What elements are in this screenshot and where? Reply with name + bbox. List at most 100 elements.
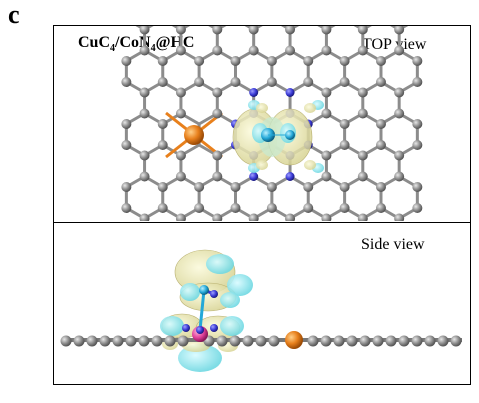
- carbon-atom: [139, 213, 150, 221]
- carbon-atom: [121, 14, 131, 24]
- carbon-atom: [121, 203, 132, 213]
- carbon-atom: [266, 56, 277, 66]
- adsorbate-atom: [199, 285, 209, 295]
- carbon-atom: [139, 45, 150, 56]
- carbon-atom: [242, 335, 254, 347]
- carbon-atom: [139, 108, 150, 119]
- carbon-atom: [194, 182, 205, 192]
- carbon-atom: [303, 203, 314, 213]
- carbon-atom: [175, 171, 186, 182]
- carbon-atom: [121, 77, 132, 87]
- carbon-atom: [375, 140, 386, 150]
- carbon-atom: [394, 213, 405, 221]
- carbon-atom: [158, 245, 168, 255]
- carbon-atom: [121, 140, 132, 150]
- carbon-atom: [412, 245, 422, 255]
- copper-atom: [184, 125, 204, 145]
- carbon-atom: [412, 77, 423, 87]
- carbon-atom: [158, 0, 168, 3]
- carbon-atom: [212, 235, 222, 245]
- carbon-atom: [194, 0, 204, 3]
- carbon-atom: [121, 56, 132, 66]
- carbon-atom: [321, 277, 331, 287]
- carbon-atom: [357, 45, 368, 56]
- carbon-atom: [375, 56, 386, 66]
- top-view-lattice: [121, 0, 423, 287]
- carbon-atom: [139, 150, 150, 161]
- carbon-atom: [357, 26, 368, 35]
- carbon-atom: [376, 266, 386, 276]
- carbon-atom: [121, 266, 131, 276]
- carbon-atom: [412, 182, 423, 192]
- carbon-atom: [230, 182, 241, 192]
- carbon-atom: [339, 140, 350, 150]
- carbon-atom: [285, 235, 295, 245]
- carbon-atom: [375, 182, 386, 192]
- carbon-atom: [376, 0, 386, 3]
- carbon-atom: [267, 14, 277, 24]
- carbon-atom: [303, 77, 314, 87]
- carbon-atom: [267, 266, 277, 276]
- carbon-atom: [194, 77, 205, 87]
- carbon-atom: [158, 266, 168, 276]
- carbon-atom: [340, 0, 350, 3]
- carbon-atom: [357, 213, 368, 221]
- carbon-atom: [411, 335, 423, 347]
- carbon-atom: [394, 235, 404, 245]
- carbon-atom: [194, 203, 205, 213]
- carbon-atom: [412, 56, 423, 66]
- carbon-atom: [230, 77, 241, 87]
- carbon-atom: [358, 235, 368, 245]
- carbon-atom: [375, 119, 386, 129]
- carbon-atom: [437, 335, 449, 347]
- carbon-atom: [375, 203, 386, 213]
- carbon-atom: [320, 335, 332, 347]
- carbon-atom: [230, 203, 241, 213]
- carbon-atom: [394, 26, 405, 35]
- carbon-atom: [248, 213, 259, 221]
- carbon-atom: [164, 335, 176, 347]
- carbon-atom: [121, 0, 131, 3]
- carbon-atom: [125, 335, 137, 347]
- carbon-atom: [357, 108, 368, 119]
- carbon-atom: [339, 182, 350, 192]
- nitrogen-atom: [196, 326, 204, 334]
- carbon-atom: [424, 335, 436, 347]
- carbon-atom: [321, 108, 332, 119]
- carbon-atom: [112, 335, 124, 347]
- carbon-atom: [307, 335, 319, 347]
- carbon-atom: [212, 26, 223, 35]
- carbon-atom: [175, 87, 186, 98]
- carbon-atom: [266, 77, 277, 87]
- carbon-atom: [321, 45, 332, 56]
- carbon-atom: [339, 119, 350, 129]
- carbon-atom: [394, 87, 405, 98]
- carbon-atom: [176, 235, 186, 245]
- carbon-atom: [216, 335, 228, 347]
- carbon-atom: [157, 119, 168, 129]
- panel-letter: c: [8, 0, 20, 29]
- carbon-atom: [212, 150, 223, 161]
- carbon-atom: [376, 14, 386, 24]
- carbon-atom: [375, 77, 386, 87]
- carbon-atom: [139, 26, 150, 35]
- carbon-atom: [394, 277, 404, 287]
- top-charge-density-cloud: [232, 100, 324, 173]
- carbon-atom: [140, 235, 150, 245]
- carbon-atom: [230, 245, 240, 255]
- carbon-atom: [99, 335, 111, 347]
- carbon-atom: [321, 26, 332, 35]
- carbon-atom: [333, 335, 345, 347]
- carbon-atom: [121, 119, 132, 129]
- carbon-atom: [394, 108, 405, 119]
- nitrogen-atom: [249, 88, 259, 97]
- carbon-atom: [138, 335, 150, 347]
- carbon-atom: [394, 45, 405, 56]
- carbon-atom: [212, 45, 223, 56]
- carbon-atom: [376, 245, 386, 255]
- carbon-atom: [321, 235, 331, 245]
- carbon-atom: [285, 277, 295, 287]
- carbon-atom: [267, 245, 277, 255]
- side-view-label: Side view: [361, 236, 425, 253]
